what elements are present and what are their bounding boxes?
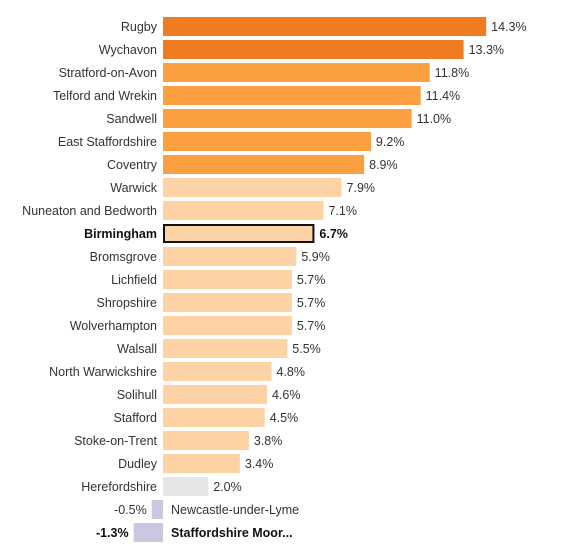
category-label-east-staffordshire: East Staffordshire [58,135,157,149]
category-label-stafford: Stafford [113,411,157,425]
category-label-stoke-on-trent: Stoke-on-Trent [74,434,157,448]
category-label-wolverhampton: Wolverhampton [70,319,157,333]
category-label-north-warwickshire: North Warwickshire [49,365,157,379]
bar-walsall [163,339,288,358]
bar-bromsgrove [163,247,297,266]
value-label-birmingham: 6.7% [319,227,348,241]
category-label-newcastle-under-lyme: Newcastle-under-Lyme [171,503,299,517]
value-label-wychavon: 13.3% [469,43,504,57]
value-label-wolverhampton: 5.7% [297,319,326,333]
bar-solihull [163,385,267,404]
bar-lichfield [163,270,292,289]
value-label-dudley: 3.4% [245,457,274,471]
category-label-coventry: Coventry [107,158,158,172]
category-label-rugby: Rugby [121,20,158,34]
category-label-solihull: Solihull [117,388,157,402]
value-label-warwick: 7.9% [347,181,376,195]
bar-staffordshire-moor [133,523,163,542]
bar-herefordshire [163,477,209,496]
bar-stafford [163,408,265,427]
value-label-nuneaton-and-bedworth: 7.1% [328,204,357,218]
value-label-newcastle-under-lyme: -0.5% [114,503,147,517]
bar-north-warwickshire [163,362,272,381]
category-label-stratford-on-avon: Stratford-on-Avon [59,66,157,80]
value-label-telford-and-wrekin: 11.4% [426,89,461,103]
value-label-staffordshire-moor: -1.3% [96,526,129,540]
value-label-lichfield: 5.7% [297,273,326,287]
category-label-dudley: Dudley [118,457,158,471]
category-label-bromsgrove: Bromsgrove [90,250,157,264]
category-label-birmingham: Birmingham [84,227,157,241]
bar-dudley [163,454,240,473]
category-label-warwick: Warwick [110,181,158,195]
value-label-sandwell: 11.0% [417,112,452,126]
bar-stratford-on-avon [163,63,430,82]
category-label-shropshire: Shropshire [97,296,157,310]
bar-wolverhampton [163,316,292,335]
bar-wychavon [163,40,464,59]
bar-nuneaton-and-bedworth [163,201,324,220]
category-label-staffordshire-moor: Staffordshire Moor... [171,526,293,540]
value-label-east-staffordshire: 9.2% [376,135,405,149]
value-label-herefordshire: 2.0% [213,480,242,494]
category-label-nuneaton-and-bedworth: Nuneaton and Bedworth [22,204,157,218]
value-label-walsall: 5.5% [292,342,321,356]
value-label-north-warwickshire: 4.8% [276,365,305,379]
category-label-sandwell: Sandwell [106,112,157,126]
value-label-solihull: 4.6% [272,388,301,402]
value-label-stratford-on-avon: 11.8% [435,66,470,80]
bar-sandwell [163,109,412,128]
bar-warwick [163,178,342,197]
value-label-stoke-on-trent: 3.8% [254,434,283,448]
bar-birmingham [163,224,315,243]
bar-coventry [163,155,365,174]
value-label-stafford: 4.5% [270,411,299,425]
category-label-walsall: Walsall [117,342,157,356]
bar-east-staffordshire [163,132,371,151]
value-label-shropshire: 5.7% [297,296,326,310]
bar-rugby [163,17,487,36]
bar-shropshire [163,293,292,312]
value-label-rugby: 14.3% [491,20,526,34]
category-label-herefordshire: Herefordshire [81,480,157,494]
value-label-bromsgrove: 5.9% [301,250,330,264]
bar-stoke-on-trent [163,431,249,450]
category-label-wychavon: Wychavon [99,43,157,57]
category-label-telford-and-wrekin: Telford and Wrekin [53,89,157,103]
bar-newcastle-under-lyme [151,500,163,519]
bar-telford-and-wrekin [163,86,421,105]
category-label-lichfield: Lichfield [111,273,157,287]
value-label-coventry: 8.9% [369,158,398,172]
